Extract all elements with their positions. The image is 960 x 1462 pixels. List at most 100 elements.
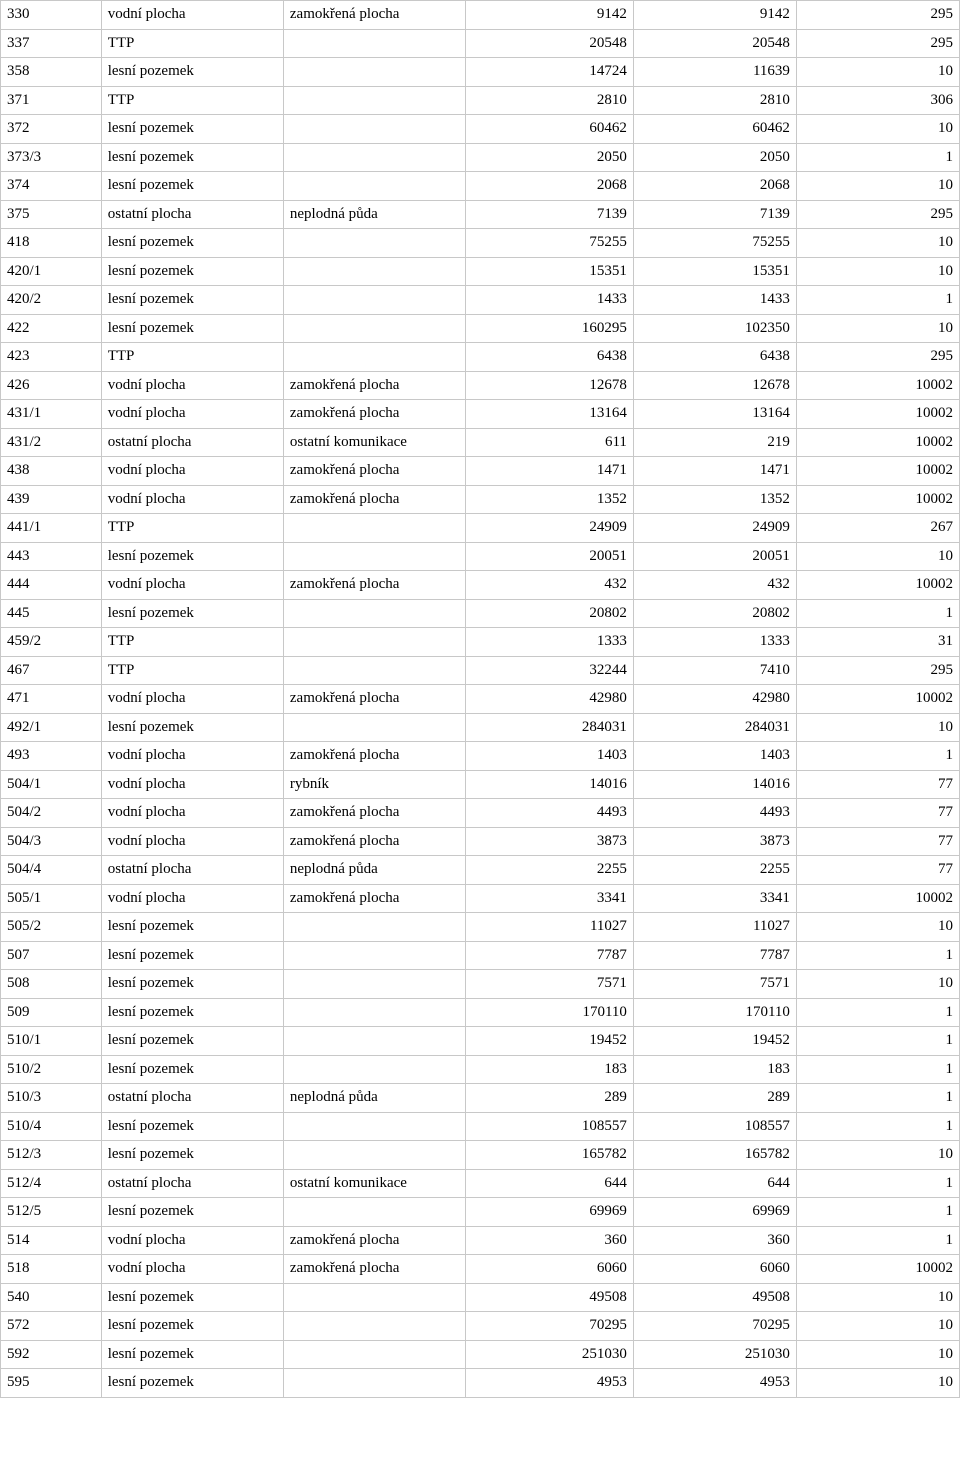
table-cell bbox=[283, 998, 465, 1027]
table-cell: lesní pozemek bbox=[101, 286, 283, 315]
table-cell: 2068 bbox=[633, 172, 796, 201]
table-cell bbox=[283, 1112, 465, 1141]
table-row: 510/3ostatní plochaneplodná půda2892891 bbox=[1, 1084, 960, 1113]
table-row: 514vodní plochazamokřená plocha3603601 bbox=[1, 1226, 960, 1255]
table-cell: 6060 bbox=[633, 1255, 796, 1284]
table-cell: 1 bbox=[796, 1055, 959, 1084]
table-cell: 509 bbox=[1, 998, 102, 1027]
table-cell: 1 bbox=[796, 599, 959, 628]
table-row: 426vodní plochazamokřená plocha126781267… bbox=[1, 371, 960, 400]
table-cell: 10002 bbox=[796, 457, 959, 486]
table-cell: 10002 bbox=[796, 884, 959, 913]
table-cell: 1333 bbox=[633, 628, 796, 657]
table-cell bbox=[283, 1312, 465, 1341]
table-cell bbox=[283, 172, 465, 201]
table-cell: zamokřená plocha bbox=[283, 884, 465, 913]
table-cell: 467 bbox=[1, 656, 102, 685]
table-cell: 420/1 bbox=[1, 257, 102, 286]
table-row: 510/4lesní pozemek1085571085571 bbox=[1, 1112, 960, 1141]
table-cell: 431/2 bbox=[1, 428, 102, 457]
table-cell: 439 bbox=[1, 485, 102, 514]
table-row: 540lesní pozemek495084950810 bbox=[1, 1283, 960, 1312]
table-row: 508lesní pozemek7571757110 bbox=[1, 970, 960, 999]
table-cell: 3873 bbox=[633, 827, 796, 856]
table-cell: 3341 bbox=[466, 884, 634, 913]
table-cell: 504/3 bbox=[1, 827, 102, 856]
table-cell: 108557 bbox=[633, 1112, 796, 1141]
table-cell: 10 bbox=[796, 542, 959, 571]
table-cell: 7571 bbox=[633, 970, 796, 999]
table-cell: 170110 bbox=[466, 998, 634, 1027]
table-row: 595lesní pozemek4953495310 bbox=[1, 1369, 960, 1398]
table-cell: 6060 bbox=[466, 1255, 634, 1284]
table-cell: 289 bbox=[633, 1084, 796, 1113]
table-cell: 4953 bbox=[633, 1369, 796, 1398]
table-cell: 13164 bbox=[466, 400, 634, 429]
table-cell: 360 bbox=[633, 1226, 796, 1255]
table-row: 510/2lesní pozemek1831831 bbox=[1, 1055, 960, 1084]
table-row: 504/1vodní plocharybník140161401677 bbox=[1, 770, 960, 799]
table-cell: 471 bbox=[1, 685, 102, 714]
table-cell: 1352 bbox=[466, 485, 634, 514]
table-cell: 20548 bbox=[466, 29, 634, 58]
table-cell: lesní pozemek bbox=[101, 1340, 283, 1369]
table-cell: 10002 bbox=[796, 1255, 959, 1284]
table-cell: 7139 bbox=[633, 200, 796, 229]
table-cell: 160295 bbox=[466, 314, 634, 343]
table-cell: lesní pozemek bbox=[101, 115, 283, 144]
table-cell: 19452 bbox=[633, 1027, 796, 1056]
table-cell: vodní plocha bbox=[101, 1226, 283, 1255]
table-cell: 77 bbox=[796, 856, 959, 885]
table-row: 358lesní pozemek147241163910 bbox=[1, 58, 960, 87]
table-cell: zamokřená plocha bbox=[283, 457, 465, 486]
table-cell: lesní pozemek bbox=[101, 1055, 283, 1084]
table-cell: 75255 bbox=[466, 229, 634, 258]
table-cell: vodní plocha bbox=[101, 685, 283, 714]
table-cell: 510/4 bbox=[1, 1112, 102, 1141]
table-cell: 507 bbox=[1, 941, 102, 970]
table-row: 445lesní pozemek20802208021 bbox=[1, 599, 960, 628]
table-cell: zamokřená plocha bbox=[283, 400, 465, 429]
table-cell: 12678 bbox=[633, 371, 796, 400]
table-cell: 49508 bbox=[633, 1283, 796, 1312]
table-cell: lesní pozemek bbox=[101, 941, 283, 970]
table-row: 512/4ostatní plochaostatní komunikace644… bbox=[1, 1169, 960, 1198]
table-cell bbox=[283, 29, 465, 58]
table-cell: 24909 bbox=[466, 514, 634, 543]
table-cell: lesní pozemek bbox=[101, 1027, 283, 1056]
table-cell: lesní pozemek bbox=[101, 1312, 283, 1341]
table-cell: 595 bbox=[1, 1369, 102, 1398]
table-cell: 420/2 bbox=[1, 286, 102, 315]
table-cell: 1 bbox=[796, 1226, 959, 1255]
table-row: 438vodní plochazamokřená plocha147114711… bbox=[1, 457, 960, 486]
table-cell: 1 bbox=[796, 941, 959, 970]
table-cell: 644 bbox=[466, 1169, 634, 1198]
table-cell: 11639 bbox=[633, 58, 796, 87]
table-cell: lesní pozemek bbox=[101, 1283, 283, 1312]
table-cell: 10002 bbox=[796, 428, 959, 457]
table-cell bbox=[283, 1283, 465, 1312]
table-row: 418lesní pozemek752557525510 bbox=[1, 229, 960, 258]
table-cell: 10002 bbox=[796, 400, 959, 429]
table-row: 441/1TTP2490924909267 bbox=[1, 514, 960, 543]
table-cell: 504/2 bbox=[1, 799, 102, 828]
table-cell: 1471 bbox=[466, 457, 634, 486]
table-cell: 2068 bbox=[466, 172, 634, 201]
table-cell: lesní pozemek bbox=[101, 172, 283, 201]
table-cell bbox=[283, 941, 465, 970]
table-cell: 14016 bbox=[466, 770, 634, 799]
table-cell: 10 bbox=[796, 970, 959, 999]
table-row: 439vodní plochazamokřená plocha135213521… bbox=[1, 485, 960, 514]
table-cell: 372 bbox=[1, 115, 102, 144]
table-cell: zamokřená plocha bbox=[283, 827, 465, 856]
table-cell: 459/2 bbox=[1, 628, 102, 657]
table-row: 330vodní plochazamokřená plocha914291422… bbox=[1, 1, 960, 30]
table-cell: 49508 bbox=[466, 1283, 634, 1312]
table-cell: 284031 bbox=[633, 713, 796, 742]
table-cell: 6438 bbox=[466, 343, 634, 372]
table-cell: 102350 bbox=[633, 314, 796, 343]
table-cell: 77 bbox=[796, 827, 959, 856]
table-cell: 1403 bbox=[466, 742, 634, 771]
table-cell: vodní plocha bbox=[101, 571, 283, 600]
data-table: 330vodní plochazamokřená plocha914291422… bbox=[0, 0, 960, 1398]
